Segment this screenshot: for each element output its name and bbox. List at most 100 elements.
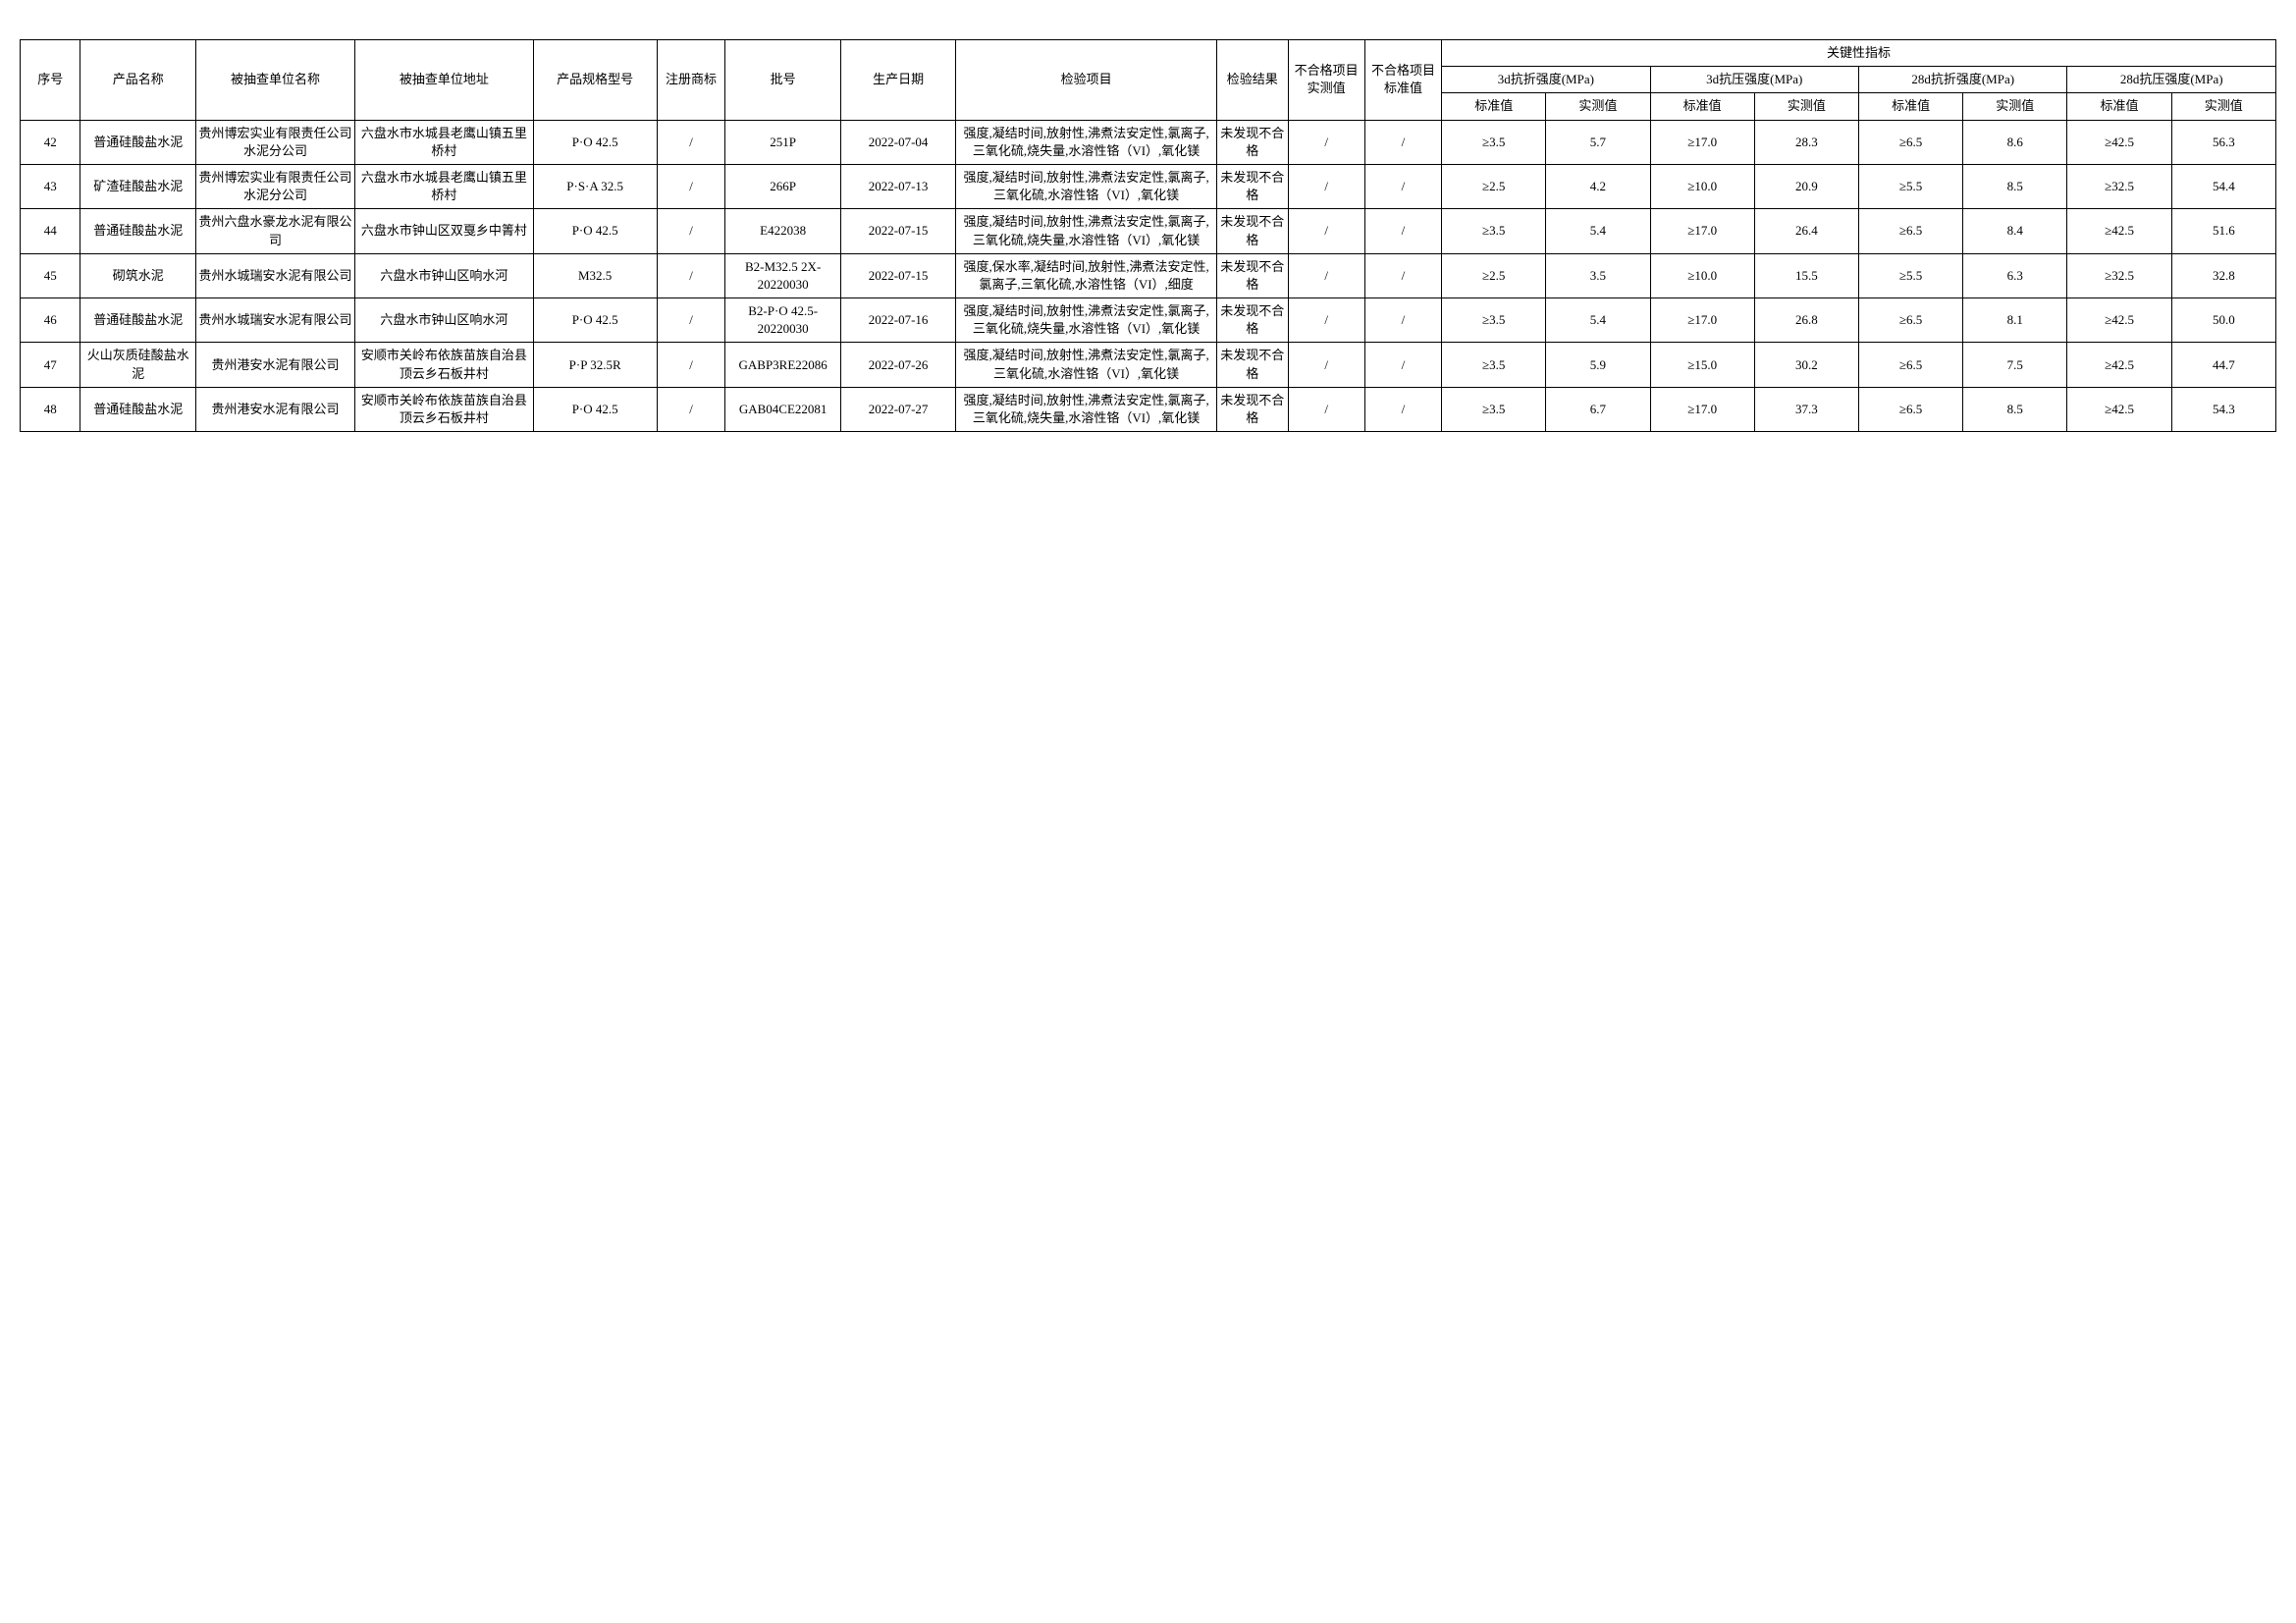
cell-m3d-flex-std: ≥3.5 <box>1442 120 1546 164</box>
table-body: 42普通硅酸盐水泥贵州博宏实业有限责任公司水泥分公司六盘水市水城县老鹰山镇五里桥… <box>21 120 2276 432</box>
cell-seq: 48 <box>21 387 80 431</box>
cell-m28d-comp-meas: 54.3 <box>2171 387 2275 431</box>
cell-prod-date: 2022-07-13 <box>840 164 955 208</box>
cell-seq: 42 <box>21 120 80 164</box>
cell-m28d-flex-std: ≥6.5 <box>1858 298 1962 343</box>
cell-product-name: 火山灰质硅酸盐水泥 <box>80 343 195 387</box>
cell-m28d-flex-meas: 6.3 <box>1963 253 2067 298</box>
cell-noncon-std: / <box>1364 387 1441 431</box>
cell-address: 安顺市关岭布依族苗族自治县顶云乡石板井村 <box>355 343 534 387</box>
table-row: 44普通硅酸盐水泥贵州六盘水豪龙水泥有限公司六盘水市钟山区双戛乡中箐村P·O 4… <box>21 209 2276 253</box>
cell-prod-date: 2022-07-04 <box>840 120 955 164</box>
cell-noncon-actual: / <box>1288 343 1364 387</box>
cell-noncon-actual: / <box>1288 253 1364 298</box>
cell-m28d-comp-meas: 44.7 <box>2171 343 2275 387</box>
cell-m3d-comp-meas: 26.8 <box>1754 298 1858 343</box>
cell-m3d-flex-std: ≥3.5 <box>1442 298 1546 343</box>
cell-m28d-comp-std: ≥42.5 <box>2067 298 2171 343</box>
cell-m3d-flex-meas: 5.4 <box>1546 209 1650 253</box>
cell-address: 六盘水市钟山区双戛乡中箐村 <box>355 209 534 253</box>
header-28d-flex: 28d抗折强度(MPa) <box>1858 67 2066 93</box>
cell-company: 贵州港安水泥有限公司 <box>195 343 354 387</box>
cell-result: 未发现不合格 <box>1216 298 1288 343</box>
header-result: 检验结果 <box>1216 40 1288 121</box>
cell-noncon-actual: / <box>1288 387 1364 431</box>
cell-result: 未发现不合格 <box>1216 253 1288 298</box>
cell-trademark: / <box>657 298 725 343</box>
cell-result: 未发现不合格 <box>1216 209 1288 253</box>
cell-m3d-comp-std: ≥10.0 <box>1650 253 1754 298</box>
table-row: 42普通硅酸盐水泥贵州博宏实业有限责任公司水泥分公司六盘水市水城县老鹰山镇五里桥… <box>21 120 2276 164</box>
cell-company: 贵州六盘水豪龙水泥有限公司 <box>195 209 354 253</box>
cell-inspection-items: 强度,凝结时间,放射性,沸煮法安定性,氯离子,三氧化硫,水溶性铬（VI）,氧化镁 <box>956 164 1217 208</box>
cell-m3d-flex-meas: 3.5 <box>1546 253 1650 298</box>
cell-batch: B2-P·O 42.5-20220030 <box>725 298 840 343</box>
cell-m3d-flex-meas: 5.9 <box>1546 343 1650 387</box>
header-company: 被抽查单位名称 <box>195 40 354 121</box>
cell-m28d-comp-meas: 54.4 <box>2171 164 2275 208</box>
header-meas-val: 实测值 <box>2171 93 2275 120</box>
cell-m3d-comp-meas: 30.2 <box>1754 343 1858 387</box>
cell-spec: P·O 42.5 <box>533 298 657 343</box>
cell-m28d-flex-std: ≥6.5 <box>1858 120 1962 164</box>
header-std-val: 标准值 <box>2067 93 2171 120</box>
header-noncon-actual: 不合格项目实测值 <box>1288 40 1364 121</box>
cell-m3d-comp-meas: 28.3 <box>1754 120 1858 164</box>
header-key-metrics: 关键性指标 <box>1442 40 2276 67</box>
cell-m28d-comp-meas: 50.0 <box>2171 298 2275 343</box>
cell-m28d-flex-std: ≥6.5 <box>1858 343 1962 387</box>
cell-m3d-flex-meas: 5.7 <box>1546 120 1650 164</box>
table-row: 45砌筑水泥贵州水城瑞安水泥有限公司六盘水市钟山区响水河M32.5/B2-M32… <box>21 253 2276 298</box>
cell-m28d-flex-std: ≥6.5 <box>1858 387 1962 431</box>
cell-trademark: / <box>657 120 725 164</box>
cell-result: 未发现不合格 <box>1216 120 1288 164</box>
cell-batch: GABP3RE22086 <box>725 343 840 387</box>
cell-batch: GAB04CE22081 <box>725 387 840 431</box>
cell-inspection-items: 强度,凝结时间,放射性,沸煮法安定性,氯离子,三氧化硫,烧失量,水溶性铬（VI）… <box>956 298 1217 343</box>
cell-noncon-std: / <box>1364 120 1441 164</box>
cell-m3d-comp-meas: 20.9 <box>1754 164 1858 208</box>
cell-m28d-flex-meas: 7.5 <box>1963 343 2067 387</box>
cell-spec: P·O 42.5 <box>533 387 657 431</box>
cell-prod-date: 2022-07-26 <box>840 343 955 387</box>
cell-prod-date: 2022-07-27 <box>840 387 955 431</box>
cell-product-name: 普通硅酸盐水泥 <box>80 387 195 431</box>
cell-inspection-items: 强度,凝结时间,放射性,沸煮法安定性,氯离子,三氧化硫,烧失量,水溶性铬（VI）… <box>956 120 1217 164</box>
cell-address: 六盘水市水城县老鹰山镇五里桥村 <box>355 120 534 164</box>
header-row-1: 序号 产品名称 被抽查单位名称 被抽查单位地址 产品规格型号 注册商标 批号 生… <box>21 40 2276 67</box>
cell-m3d-flex-std: ≥3.5 <box>1442 387 1546 431</box>
cell-m28d-flex-meas: 8.4 <box>1963 209 2067 253</box>
header-inspection-items: 检验项目 <box>956 40 1217 121</box>
cell-m28d-comp-std: ≥32.5 <box>2067 164 2171 208</box>
cell-seq: 45 <box>21 253 80 298</box>
cell-m3d-comp-meas: 26.4 <box>1754 209 1858 253</box>
cell-noncon-actual: / <box>1288 120 1364 164</box>
cell-product-name: 砌筑水泥 <box>80 253 195 298</box>
table-row: 46普通硅酸盐水泥贵州水城瑞安水泥有限公司六盘水市钟山区响水河P·O 42.5/… <box>21 298 2276 343</box>
header-std-val: 标准值 <box>1858 93 1962 120</box>
header-product-name: 产品名称 <box>80 40 195 121</box>
cell-m3d-flex-meas: 4.2 <box>1546 164 1650 208</box>
cell-trademark: / <box>657 209 725 253</box>
table-row: 43矿渣硅酸盐水泥贵州博宏实业有限责任公司水泥分公司六盘水市水城县老鹰山镇五里桥… <box>21 164 2276 208</box>
cell-noncon-actual: / <box>1288 164 1364 208</box>
cell-m28d-flex-meas: 8.1 <box>1963 298 2067 343</box>
cell-seq: 43 <box>21 164 80 208</box>
cell-m3d-flex-std: ≥3.5 <box>1442 343 1546 387</box>
cell-noncon-std: / <box>1364 298 1441 343</box>
cell-result: 未发现不合格 <box>1216 387 1288 431</box>
cell-m28d-comp-meas: 56.3 <box>2171 120 2275 164</box>
cell-prod-date: 2022-07-15 <box>840 209 955 253</box>
header-3d-comp: 3d抗压强度(MPa) <box>1650 67 1858 93</box>
cell-m28d-flex-std: ≥5.5 <box>1858 253 1962 298</box>
cell-batch: 251P <box>725 120 840 164</box>
cell-inspection-items: 强度,凝结时间,放射性,沸煮法安定性,氯离子,三氧化硫,烧失量,水溶性铬（VI）… <box>956 387 1217 431</box>
header-std-val: 标准值 <box>1442 93 1546 120</box>
cell-m3d-flex-meas: 5.4 <box>1546 298 1650 343</box>
cell-m28d-comp-std: ≥42.5 <box>2067 343 2171 387</box>
cell-m28d-comp-std: ≥32.5 <box>2067 253 2171 298</box>
header-noncon-std: 不合格项目标准值 <box>1364 40 1441 121</box>
cell-m3d-flex-std: ≥2.5 <box>1442 164 1546 208</box>
cell-trademark: / <box>657 387 725 431</box>
cell-m28d-comp-meas: 51.6 <box>2171 209 2275 253</box>
